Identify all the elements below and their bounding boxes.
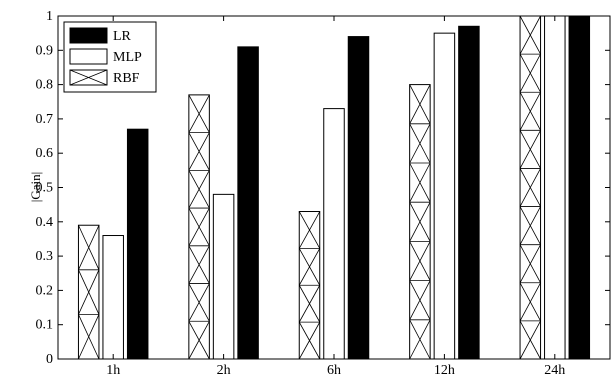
bar-rbf-12h: [409, 84, 431, 360]
x-tick-label-1h: 1h: [106, 363, 120, 376]
y-tick-label: 0.6: [36, 146, 54, 161]
x-tick-label-6h: 6h: [327, 363, 341, 376]
bar-lr-6h: [347, 36, 370, 360]
legend-label: MLP: [113, 50, 142, 65]
y-tick-label: 0: [46, 352, 53, 367]
bar-rbf-6h: [298, 211, 321, 360]
legend-label: LR: [113, 29, 132, 44]
bar-mlp-1h: [102, 235, 124, 360]
bar-rbf-1h: [77, 224, 100, 360]
bar-mlp-2h: [212, 193, 235, 360]
y-tick-label: 0.1: [36, 318, 54, 333]
legend-swatch: [69, 27, 108, 44]
legend-item-rbf: RBF: [69, 69, 140, 86]
x-tick-label-12h: 12h: [434, 363, 455, 376]
bar-rbf-24h: [519, 15, 542, 360]
legend-swatch: [69, 48, 108, 65]
bar-lr-1h: [126, 128, 149, 360]
bar-mlp-12h: [433, 32, 456, 360]
x-tick-label-24h: 24h: [544, 363, 565, 376]
legend-item-mlp: MLP: [69, 48, 142, 65]
bar-mlp-24h: [544, 15, 566, 360]
y-tick-label: 0.5: [36, 181, 54, 196]
y-tick-label: 0.3: [36, 249, 54, 264]
legend-item-lr: LR: [69, 27, 132, 44]
axes-group: 0 0.1 0.2 0.3 0.4 0.5 0.6 0.7 0.8 0.9 1 1h 2h 6h 12h 24…: [36, 9, 611, 376]
y-tick-label: 0.7: [36, 112, 54, 127]
y-tick-label: 0.4: [36, 215, 54, 230]
bar-lr-2h: [237, 46, 259, 360]
x-tick-label-2h: 2h: [217, 363, 231, 376]
bar-rbf-2h: [188, 94, 210, 360]
bars-group: [77, 15, 591, 360]
y-tick-label: 0.9: [36, 43, 54, 58]
y-axis-label: |Gain|: [28, 172, 43, 202]
y-tick-label: 1: [46, 9, 53, 24]
bar-mlp-6h: [323, 108, 345, 360]
bar-lr-24h: [568, 15, 591, 360]
legend: LR MLP RBF: [63, 21, 157, 93]
bar-lr-12h: [458, 25, 480, 360]
y-tick-label: 0.2: [36, 283, 54, 298]
legend-label: RBF: [113, 71, 140, 86]
y-tick-label: 0.8: [36, 78, 54, 93]
